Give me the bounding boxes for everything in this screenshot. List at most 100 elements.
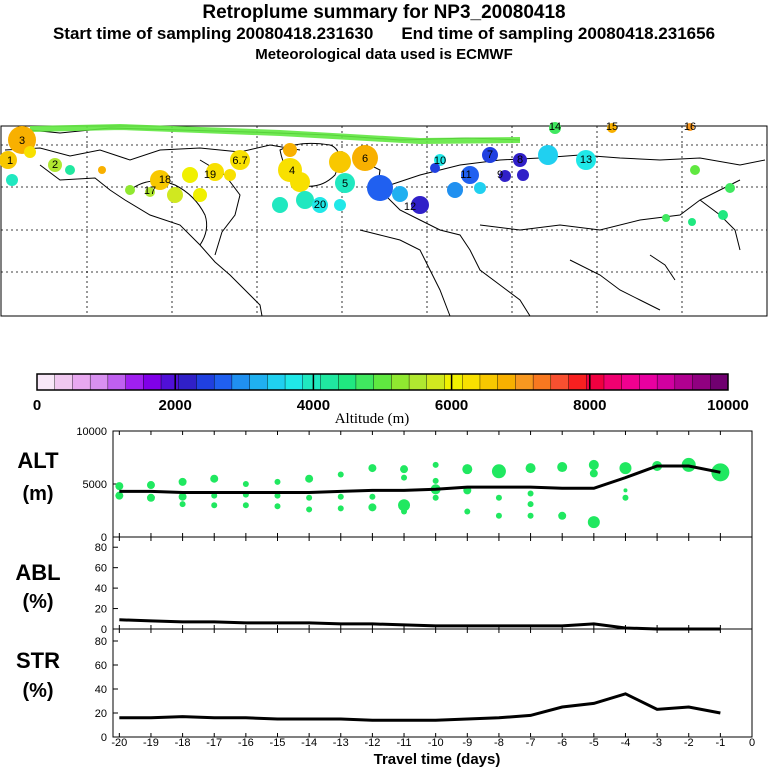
y-tick-label: 0	[101, 732, 107, 744]
colorbar-cell	[160, 373, 180, 391]
map-plume-dot	[474, 182, 486, 194]
y-tick-label: 60	[95, 660, 107, 672]
colorbar-cell	[107, 373, 127, 391]
alt-dot	[401, 508, 408, 515]
map-day-label: 6.7	[232, 155, 247, 167]
map-plume-dot	[334, 199, 346, 211]
colorbar-cell	[373, 373, 392, 391]
map-plume-dot	[725, 183, 735, 193]
colorbar-cell	[710, 373, 729, 391]
x-tick-label: -17	[206, 737, 222, 749]
alt-dot	[398, 499, 411, 512]
alt-dot	[491, 464, 506, 479]
colorbar-tick-label: 4000	[297, 397, 330, 414]
colorbar-cell	[462, 373, 481, 391]
alt-dot	[527, 490, 534, 497]
map-plume-dot	[296, 191, 314, 209]
panel-ylabel-unit: (%)	[22, 591, 53, 613]
alt-dot	[368, 464, 377, 473]
map-plume-dot	[538, 145, 558, 165]
colorbar-cell	[532, 373, 552, 391]
y-tick-label: 40	[95, 583, 107, 595]
map-plume-dot	[6, 174, 18, 186]
map-plume-dot	[447, 182, 463, 198]
alt-dot	[619, 462, 632, 475]
x-tick-label: -19	[143, 737, 159, 749]
x-tick-label: -8	[494, 737, 504, 749]
map-plume-dot	[352, 145, 378, 171]
colorbar-cell	[355, 373, 375, 391]
colorbar-tick-label: 8000	[573, 397, 606, 414]
map-plume-dot	[411, 196, 429, 214]
map-day-label: 19	[204, 169, 216, 181]
plume-band	[29, 123, 521, 145]
colorbar-cell	[196, 373, 215, 391]
panel-ylabel: ABL	[15, 560, 60, 585]
panel-alt: 10000 5000 0 ALT (m)	[17, 426, 753, 544]
alt-dot	[242, 502, 249, 509]
x-tick-label: -5	[589, 737, 599, 749]
alt-dot	[432, 461, 439, 468]
alt-dot	[211, 492, 218, 499]
colorbar-cell	[603, 373, 623, 391]
met-data-label: Meteorological data used is ECMWF	[255, 46, 513, 63]
panel-frame	[112, 628, 753, 738]
colorbar-cell	[515, 373, 534, 391]
alt-dot	[337, 493, 344, 500]
alt-dot	[464, 508, 471, 515]
alt-dot	[622, 494, 629, 501]
alt-dot	[432, 477, 439, 484]
map-plume-dot	[98, 166, 106, 174]
alt-dot	[623, 488, 628, 493]
alt-dot	[115, 482, 124, 491]
alt-dot	[178, 492, 187, 501]
alt-dot	[587, 516, 600, 529]
map-day-label: 15	[606, 121, 618, 133]
map-plume-dot	[499, 170, 511, 182]
map-plume-dot	[312, 197, 328, 213]
alt-dot	[274, 492, 281, 499]
alt-dot	[525, 463, 536, 474]
map-plume-dot	[690, 165, 700, 175]
map-plume-dot	[482, 147, 498, 163]
panel-ylabel-unit: (m)	[22, 483, 53, 505]
map-plume-dot	[283, 143, 297, 157]
colorbar-cell	[479, 373, 499, 391]
x-tick-label: -15	[270, 737, 286, 749]
alt-dot	[179, 501, 186, 508]
alt-mean-line	[119, 464, 721, 494]
y-tick-label: 0	[101, 624, 107, 636]
colorbar-cell	[621, 373, 640, 391]
map-day-label: 16	[684, 121, 696, 133]
map-plume-dot	[335, 173, 355, 193]
map-plume-dot	[392, 186, 408, 202]
map-day-label: 17	[144, 185, 156, 197]
y-tick-label: 10000	[76, 426, 107, 438]
map-day-label: 3	[19, 135, 25, 147]
y-tick-label: 20	[95, 708, 107, 720]
colorbar-cell	[338, 373, 357, 391]
map-day-label: 10	[434, 155, 446, 167]
alt-dot	[369, 493, 376, 500]
map-plume-dot	[182, 167, 198, 183]
colorbar-cell	[692, 373, 711, 391]
colorbar-cell	[444, 373, 463, 391]
colorbar-cell	[267, 373, 286, 391]
colorbar-cell	[674, 373, 694, 391]
colorbar-cell	[302, 373, 321, 391]
colorbar-cell	[656, 373, 676, 391]
alt-dot	[368, 503, 377, 512]
colorbar-cell	[178, 373, 197, 391]
map-plume-dot	[517, 169, 529, 181]
x-tick-label: -10	[428, 737, 444, 749]
alt-dot	[432, 494, 439, 501]
colorbar-cell	[231, 373, 251, 391]
x-tick-label: 0	[749, 737, 755, 749]
map-day-label: 2	[52, 159, 58, 171]
map-day-label: 13	[580, 154, 592, 166]
alt-dot	[115, 491, 124, 500]
x-tick-label: -11	[396, 737, 411, 749]
alt-dot	[557, 462, 568, 473]
